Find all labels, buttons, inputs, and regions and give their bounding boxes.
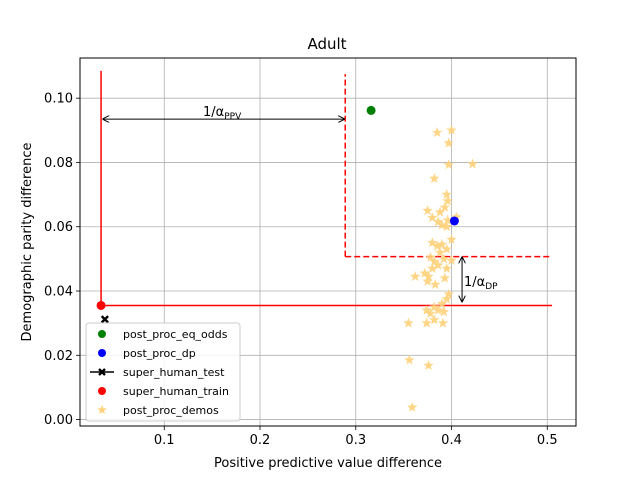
post_proc_eq_odds-point [366,105,376,115]
post_proc_demos-point [434,206,446,217]
post_proc_demos-point [429,255,440,266]
post_proc_demos-point [432,216,444,227]
legend-entry-post_proc_demos: post_proc_demos [97,404,219,417]
post_proc_demos-point [421,304,432,315]
post_proc_demos-point [422,275,433,286]
post_proc_demos-point [407,401,418,412]
post_proc_demos-point [441,293,452,304]
legend-label: super_human_test [123,366,225,379]
y-tick-label: 0.06 [44,220,73,235]
x-tick-label: 0.2 [250,433,271,448]
post_proc_demos-point [422,205,433,216]
post_proc_demos-point [441,243,452,254]
post_proc_demos-point [443,288,454,299]
post_proc_demos-point [429,314,440,325]
post_proc_demos-point [446,124,457,135]
post_proc_demos-point [439,201,451,212]
y-axis-label: Demographic parity difference [20,143,35,342]
legend-marker [98,330,106,338]
post_proc_demos-point [429,173,440,183]
post_proc_demos-point [427,212,438,223]
post_proc_demos-point [425,251,436,262]
post_proc_demos-point [439,272,451,283]
y-tick-label: 0.02 [44,349,73,364]
post_proc_demos-point [438,306,450,317]
y-tick-label: 0.04 [44,285,73,300]
super_human_train-point [96,300,106,310]
axis-ticks: 0.1 0.2 0.3 0.4 0.5 0.00 0.02 0.04 0.06 0.08 0.10 [44,92,558,448]
legend-label: post_proc_demos [123,404,219,417]
grid-lines [80,58,576,426]
post_proc_demos-point [443,159,454,170]
plot-frame [79,57,577,427]
post_proc_demos-point [431,127,443,138]
post_proc_demos-point [423,360,434,371]
legend-marker [97,405,107,415]
post_proc_demos-point [436,298,448,309]
y-tick-label: 0.08 [44,156,73,171]
legend-entry-super_human_test: super_human_test [90,366,225,379]
post_proc_demos-point [441,189,452,200]
x-tick-label: 0.3 [345,433,366,448]
legend-entry-post_proc_dp: post_proc_dp [98,347,196,360]
post_proc_demos-point [421,317,432,328]
dp-annotation: 1/αDP [464,275,498,292]
legend: post_proc_eq_odds post_proc_dp super_human… [85,322,241,422]
post_proc_demos-point [442,214,453,225]
x-axis-label: Positive predictive value difference [214,456,442,471]
legend-marker [98,387,106,395]
post_proc_demos-point [429,301,440,312]
post_proc_demos-point [427,237,438,248]
post_proc_demos-point [446,234,457,245]
post_proc_demos-point [432,304,444,315]
legend-label: post_proc_eq_odds [123,328,228,341]
post_proc_demos-point [427,263,438,273]
post_proc_demos-point [403,317,414,328]
x-tick-label: 0.4 [441,433,462,448]
post_proc_demos-point [441,221,452,232]
post_proc_demos-point [409,271,421,281]
post_proc_demos-point [423,271,434,281]
legend-label: super_human_train [123,385,229,398]
post_proc_demos-point [432,259,444,270]
legend-entry-super_human_train: super_human_train [98,385,229,398]
legend-marker [98,349,106,357]
post_proc_demos-point [446,254,457,265]
post_proc_demos-point [437,317,449,328]
post_proc_demos-point [430,279,441,290]
legend-marker [98,368,106,376]
post_proc_demos-point [419,267,430,278]
y-tick-label: 0.00 [44,413,73,428]
legend-box [85,322,241,422]
post_proc_demos-point [467,158,478,169]
x-tick-label: 0.1 [154,433,175,448]
chart-marks [96,70,553,412]
chart-annotations: 1/αPPV 1/αDP [103,105,498,302]
post_proc_demos-point [436,219,448,230]
post_proc_demos-point [425,308,436,318]
post_proc_demos-point [431,240,443,251]
legend-entry-post_proc_eq_odds: post_proc_eq_odds [98,328,228,341]
post_proc_demos-point [442,195,453,206]
post_proc_demos-point [434,246,446,257]
super_human_test-point [100,315,109,324]
post_proc_demos-point [441,263,452,273]
legend-label: post_proc_dp [123,347,196,360]
y-tick-label: 0.10 [44,92,73,107]
post_proc_demos-point [404,354,415,365]
x-stroke [100,315,109,324]
post_proc_dp-point [449,216,459,226]
post_proc_demos-point [438,253,450,264]
x-tick-label: 0.5 [537,433,558,448]
chart-title: Adult [307,35,346,53]
x-stroke [98,368,106,376]
post_proc_demos-point [443,137,454,148]
post_proc_demos-point [451,211,462,222]
post_proc_demos-point [436,238,448,249]
